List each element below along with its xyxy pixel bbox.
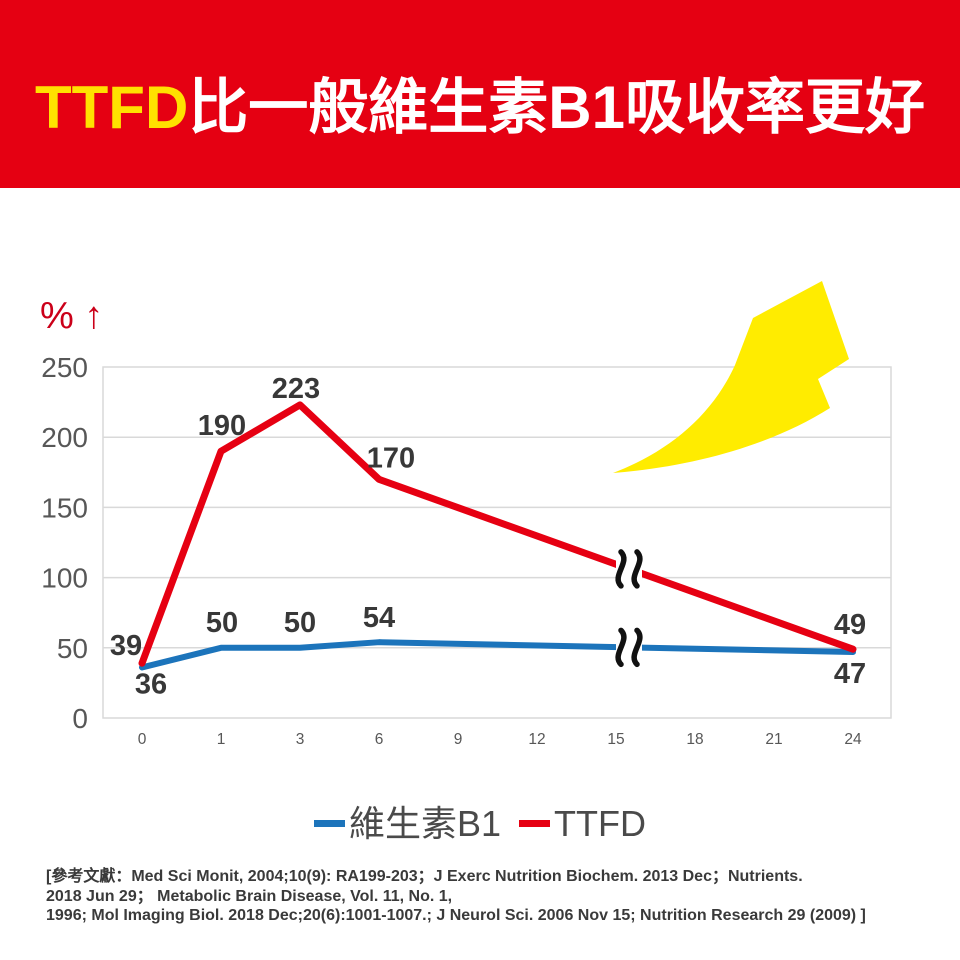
- chart-legend: 維生素B1 TTFD: [0, 803, 960, 844]
- svg-text:54: 54: [363, 602, 395, 634]
- b1-line-dash-icon: [313, 820, 345, 828]
- svg-text:200: 200: [41, 422, 88, 453]
- reference-line: [參考文獻：Med Sci Monit, 2004;10(9): RA199-2…: [46, 868, 803, 885]
- svg-text:1: 1: [217, 731, 226, 748]
- svg-text:50: 50: [206, 607, 238, 639]
- reference-line: 2018 Jun 29； Metabolic Brain Disease, Vo…: [46, 887, 453, 905]
- svg-text:223: 223: [272, 373, 320, 405]
- svg-text:170: 170: [367, 442, 415, 474]
- svg-text:24: 24: [844, 731, 862, 748]
- banner-text: TTFD比一般維生素B1吸收率更好: [35, 78, 925, 138]
- svg-text:50: 50: [284, 607, 316, 639]
- svg-text:47: 47: [834, 658, 866, 690]
- svg-text:49: 49: [834, 609, 866, 641]
- svg-text:36: 36: [135, 668, 167, 700]
- references: [參考文獻：Med Sci Monit, 2004;10(9): RA199-2…: [46, 867, 946, 926]
- svg-text:250: 250: [41, 352, 88, 383]
- svg-text:15: 15: [607, 731, 624, 748]
- svg-text:9: 9: [454, 731, 463, 748]
- svg-text:18: 18: [686, 731, 703, 748]
- svg-text:39: 39: [110, 630, 142, 662]
- svg-text:100: 100: [41, 563, 88, 594]
- svg-text:21: 21: [765, 731, 782, 748]
- ttfd-line-dash-icon: [519, 820, 551, 828]
- header-banner: TTFD比一般維生素B1吸收率更好: [0, 0, 960, 188]
- svg-text:3: 3: [296, 731, 305, 748]
- svg-text:50: 50: [57, 633, 88, 664]
- svg-text:190: 190: [198, 410, 246, 442]
- svg-text:150: 150: [41, 492, 88, 523]
- svg-text:6: 6: [375, 731, 384, 748]
- banner-highlight: TTFD: [35, 74, 189, 141]
- svg-text:12: 12: [528, 731, 545, 748]
- legend-item-ttfd: TTFD: [519, 803, 646, 844]
- banner-title: 比一般維生素B1吸收率更好: [188, 74, 925, 141]
- reference-line: 1996; Mol Imaging Biol. 2018 Dec;20(6):1…: [46, 907, 866, 924]
- svg-text:0: 0: [72, 703, 88, 734]
- svg-text:0: 0: [138, 731, 147, 748]
- y-axis-unit-label: % ↑: [40, 295, 104, 337]
- legend-label-b1: 維生素B1: [348, 803, 502, 844]
- legend-label-ttfd: TTFD: [554, 803, 646, 844]
- legend-item-b1: 維生素B1: [313, 803, 502, 844]
